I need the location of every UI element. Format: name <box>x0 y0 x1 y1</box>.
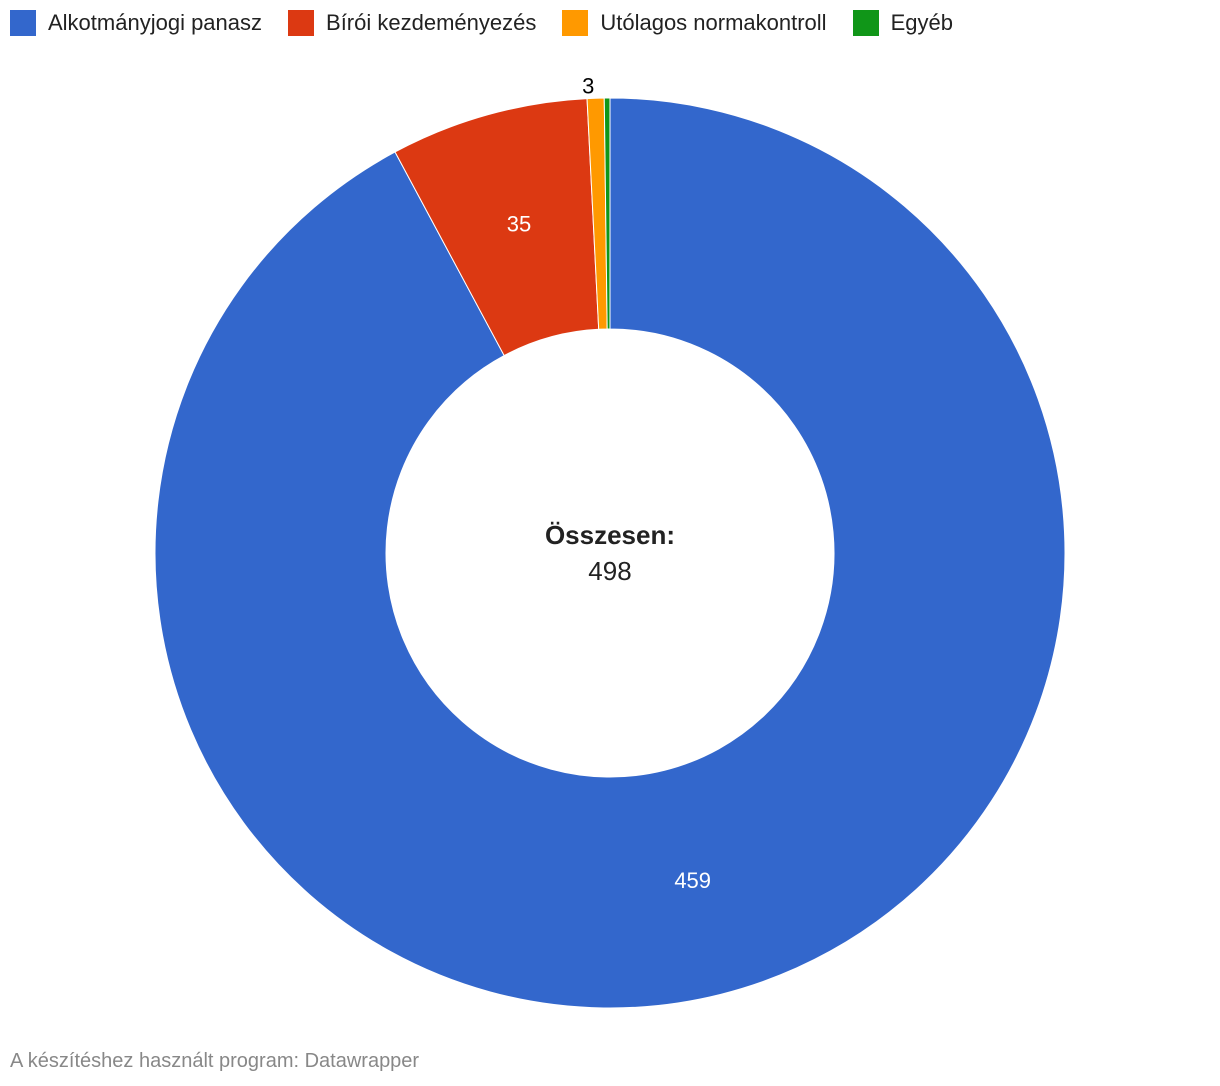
legend-item: Alkotmányjogi panasz <box>10 10 262 36</box>
legend-swatch <box>288 10 315 36</box>
legend-swatch <box>562 10 589 36</box>
legend: Alkotmányjogi panasz Bírói kezdeményezés U… <box>10 10 953 36</box>
center-total: 498 <box>588 556 631 586</box>
legend-label: Alkotmányjogi panasz <box>48 10 263 35</box>
slice <box>154 97 1066 1009</box>
legend-item: Utólagos normakontroll <box>562 10 827 36</box>
center-label: Összesen: <box>545 520 675 550</box>
legend-label: Bírói kezdeményezés <box>326 10 537 35</box>
legend-swatch <box>852 10 879 36</box>
chart: 459 35 3 Összesen: 498 <box>154 73 1066 1009</box>
data-label: 459 <box>674 868 711 893</box>
legend-item: Bírói kezdeményezés <box>288 10 536 36</box>
legend-label: Egyéb <box>890 10 953 35</box>
slice <box>603 97 611 330</box>
legend-item: Egyéb <box>852 10 953 36</box>
source: A készítéshez használt program: Datawrap… <box>10 1050 420 1072</box>
data-label: 3 <box>582 73 594 98</box>
data-label: 35 <box>507 212 531 237</box>
legend-swatch <box>10 10 36 36</box>
legend-label: Utólagos normakontroll <box>600 10 827 35</box>
